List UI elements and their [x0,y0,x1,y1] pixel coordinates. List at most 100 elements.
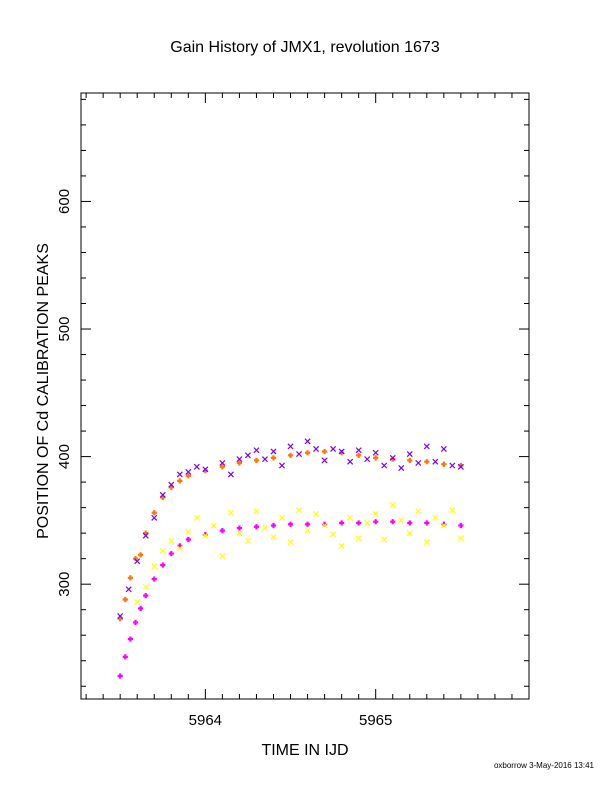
data-point [313,510,320,518]
data-point [304,527,311,534]
data-point [142,583,149,590]
data-point [193,463,200,470]
data-point [176,545,183,552]
data-point [321,522,328,529]
data-point [185,536,191,543]
data-point [278,462,286,469]
data-point [355,447,362,454]
data-point [127,636,133,642]
data-point [287,539,294,546]
data-point [424,459,430,465]
data-point [398,517,405,524]
data-point [389,454,396,461]
x-tick-label: 5964 [189,712,222,729]
data-point [168,481,175,488]
data-point [278,514,286,521]
data-point [270,448,277,455]
data-point [270,455,277,461]
data-point [261,525,268,532]
data-point [244,537,251,544]
data-point [339,520,345,526]
data-point [236,525,243,531]
data-point [151,514,158,521]
data-point [270,533,277,540]
data-point [457,535,464,542]
data-point [415,459,422,467]
data-point [423,539,430,546]
data-point [138,552,144,558]
data-point [321,448,328,455]
data-point [458,522,464,529]
y-tick-label: 400 [56,444,73,469]
data-point [244,452,251,459]
footer-note: oxborrow 3-May-2016 13:41 [494,761,595,770]
data-point [304,438,311,445]
data-point [253,447,260,454]
data-point [132,619,139,626]
data-point [415,508,422,515]
series-2 [117,438,464,620]
data-point [185,468,192,475]
data-point [122,654,128,660]
data-point [219,553,226,560]
data-point [304,521,311,527]
data-point [176,471,183,478]
data-point [398,465,405,472]
data-point [287,521,294,527]
data-point [355,535,362,542]
data-point [177,478,183,484]
data-point [151,563,158,570]
data-point [159,547,166,555]
data-point [287,452,294,458]
data-point [440,522,447,529]
data-point [227,509,234,516]
data-point [270,522,277,529]
data-point [134,558,141,565]
series-4 [134,502,464,606]
data-point [261,456,268,463]
data-point [236,456,243,463]
data-point [321,457,328,464]
data-point [407,457,413,464]
data-point [159,491,166,498]
data-point [253,524,260,530]
data-point [449,507,456,514]
data-point [440,445,447,452]
data-point [219,459,226,467]
y-tick-label: 300 [56,572,73,597]
data-point [338,542,345,549]
data-point [117,613,124,620]
data-point [219,527,225,534]
data-point [210,522,217,529]
chart-title: Gain History of JMX1, revolution 1673 [170,39,440,56]
x-axis-label: TIME IN IJD [261,742,348,759]
data-points [117,438,464,679]
data-point [389,502,396,509]
data-point [424,520,430,526]
data-point [364,456,371,463]
data-point [372,449,379,456]
data-point [407,520,413,526]
y-axis-label: POSITION OF Cd CALIBRATION PEAKS [35,243,52,539]
tick-labels: 5964 5965 300 400 500 600 [56,189,392,729]
plot-frame [80,92,530,700]
data-point [432,458,439,465]
data-point [132,556,139,562]
data-point [296,451,303,458]
data-point [423,443,430,450]
data-point [373,519,379,525]
data-point [313,445,320,452]
data-point [390,519,396,525]
data-point [381,536,388,543]
data-point [296,507,303,514]
data-point [356,452,362,458]
data-point [185,528,192,535]
data-point [138,605,144,612]
data-point [330,531,337,538]
data-point [185,473,191,479]
data-point [193,514,200,521]
data-point [142,532,149,539]
data-point [373,455,379,461]
y-tick-label: 500 [56,317,73,342]
